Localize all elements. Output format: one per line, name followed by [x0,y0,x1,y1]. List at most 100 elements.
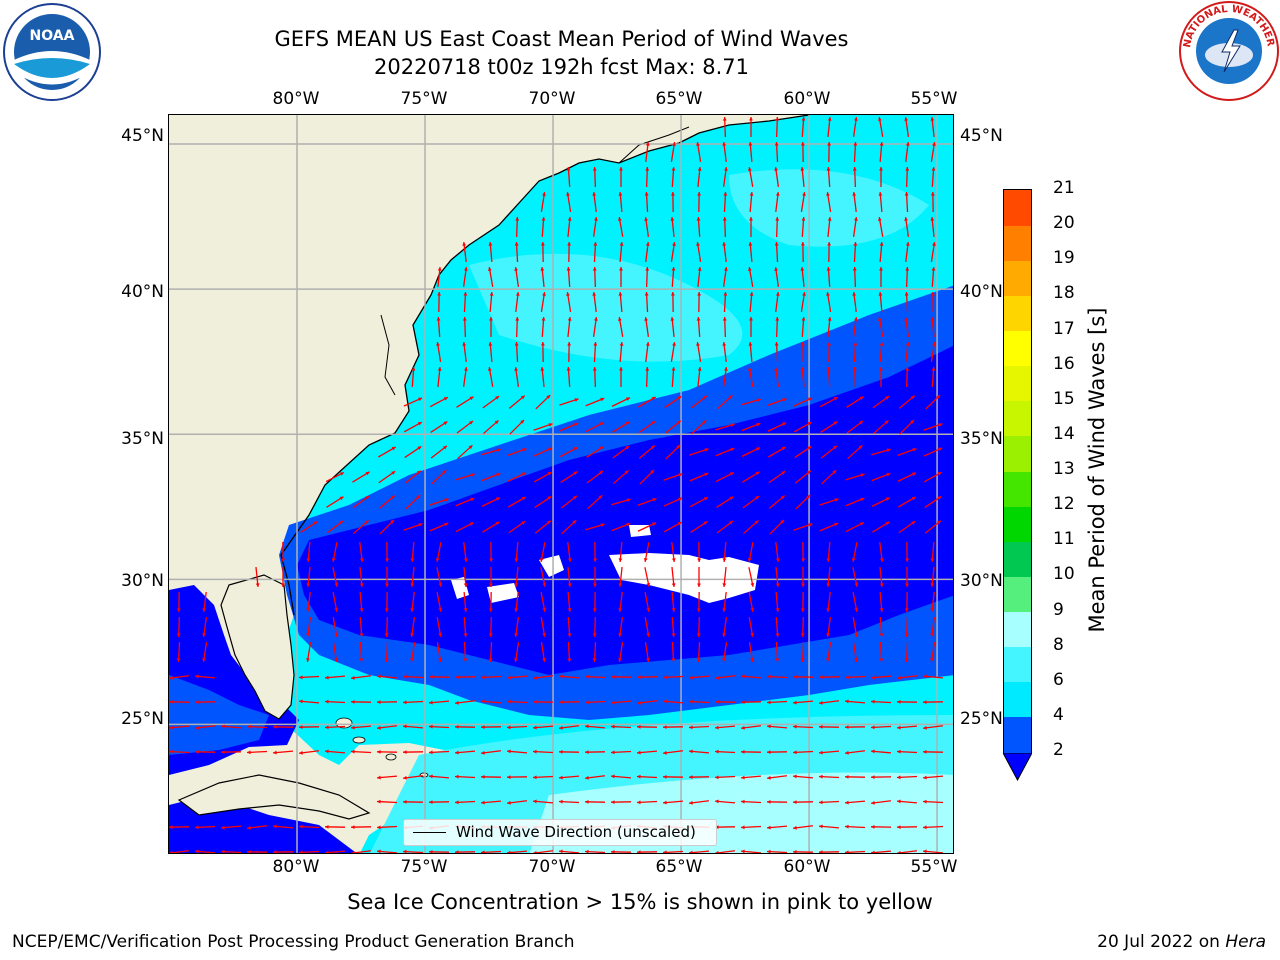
wind-arrow [898,496,916,508]
wind-arrow [922,775,944,780]
legend-line-swatch [413,832,446,833]
wind-arrow [930,541,935,563]
wind-arrow [429,522,449,532]
wind-arrow [306,617,312,637]
wind-arrow [795,494,811,510]
colorbar-extend-triangle [1003,753,1032,781]
wind-arrow [376,799,398,804]
wind-arrow [384,591,389,613]
wind-arrow [827,216,832,238]
wind-arrow [169,675,190,680]
wind-arrow [592,616,597,638]
wind-arrow [827,116,832,138]
wind-arrow [748,642,754,662]
wind-arrow [922,749,944,754]
wind-arrow [384,641,389,663]
wind-arrow [515,216,520,238]
wind-arrow [826,541,831,563]
wind-arrow [643,542,650,562]
wind-arrow [300,521,318,533]
wind-arrow [688,850,710,853]
wind-arrow [722,541,727,563]
wind-arrow [332,617,339,637]
wind-arrow [220,825,242,830]
wind-arrow [645,241,650,263]
wind-arrow [332,592,339,612]
wind-arrow [298,675,320,680]
wind-arrow [904,591,909,613]
wind-arrow [696,142,702,162]
wind-arrow [176,591,181,613]
wind-arrow [697,191,702,213]
wind-arrow [436,567,443,587]
wind-arrow [558,725,580,730]
wind-arrow [331,542,338,562]
colorbar-tick-label: 18 [1053,283,1075,304]
wind-arrow [794,445,812,459]
wind-arrow [696,242,702,262]
wind-arrow [540,567,547,587]
wind-arrow [925,394,941,410]
wind-arrow [514,617,520,637]
wind-arrow [540,341,545,363]
wind-arrow [534,495,552,509]
wind-arrow [636,750,658,755]
wind-arrow [904,291,909,313]
wind-arrow [792,724,814,729]
wind-arrow [766,700,788,705]
wind-arrow [905,266,910,288]
wind-arrow [800,341,805,363]
wind-arrow [904,641,909,663]
wind-arrow [905,241,910,263]
wind-arrow [930,116,935,138]
wind-arrow [324,824,346,829]
wind-arrow [402,700,424,705]
wind-arrow [922,700,944,705]
wind-arrow [697,366,702,388]
wind-arrow [220,750,242,755]
colorbar-segment [1004,295,1031,331]
wind-arrow [454,700,476,705]
map-canvas [169,115,953,853]
wind-arrow [593,541,598,563]
wind-arrow [845,497,865,507]
wind-arrow [714,675,736,680]
wind-arrow [428,700,450,705]
wind-arrow [618,591,623,613]
wind-arrow [506,699,528,704]
wind-arrow [793,523,813,531]
wind-arrow [644,592,651,612]
wind-arrow [714,699,736,704]
wind-arrow [592,217,598,237]
wind-arrow [800,591,805,613]
wind-arrow [931,366,936,388]
wind-arrow [820,421,838,433]
wind-arrow [324,675,346,680]
no-data-patch [487,583,519,603]
wind-arrow [612,421,630,433]
wind-arrow [611,397,631,407]
wind-arrow [636,700,658,705]
wind-arrow [586,446,604,458]
wind-arrow [194,725,216,730]
wind-arrow [904,191,909,213]
wind-arrow [930,642,936,662]
wind-arrow [722,241,727,263]
wind-arrow [664,395,682,409]
wind-arrow [611,522,631,532]
wind-arrow [558,799,580,804]
wind-arrow [800,141,805,163]
wind-arrow [410,617,416,637]
wind-arrow [385,541,390,563]
wind-arrow [670,342,676,362]
wind-arrow [767,422,787,432]
wind-arrow [663,473,683,481]
wind-arrow [220,724,242,729]
wind-arrow [714,850,736,853]
wind-arrow [584,700,606,705]
wind-arrow [298,824,320,829]
wind-arrow [670,242,676,262]
wind-arrow [559,446,579,458]
wind-arrow [326,520,344,534]
wind-arrow [481,448,501,456]
